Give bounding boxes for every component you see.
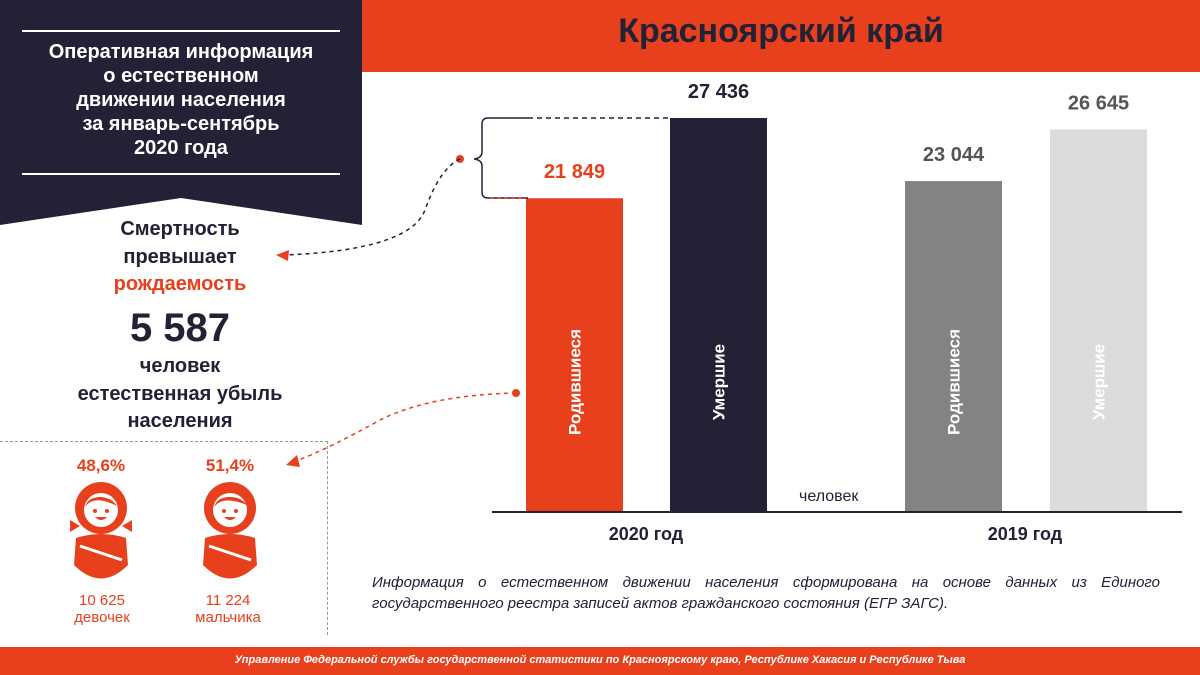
bar-2020-deaths	[670, 118, 767, 512]
bar-value-label: 21 849	[544, 161, 605, 183]
bar-category-label: Родившиеся	[945, 329, 964, 435]
page-title: Красноярский край	[618, 12, 944, 50]
callout-connector-mortality	[284, 158, 461, 256]
baby-boy-icon	[203, 482, 257, 579]
year-label-2020: 2020 год	[608, 524, 684, 544]
bar-value-label: 27 436	[688, 81, 749, 103]
girls-count-label: девочек	[74, 609, 130, 626]
difference-bracket	[473, 117, 528, 199]
mortality-text-highlight: рождаемость	[113, 273, 247, 295]
callout-arrow-mortality	[276, 250, 289, 261]
callout-arrow-babies	[286, 455, 300, 467]
info-panel	[0, 0, 362, 225]
callout-connector-babies	[295, 392, 517, 462]
natural-loss-text: естественная убыль	[77, 383, 283, 405]
bar-2019-deaths	[1050, 129, 1147, 512]
panel-divider-bottom	[22, 173, 340, 175]
footer-text: Управление Федеральной службы государств…	[234, 654, 966, 666]
bar-category-label: Умершие	[710, 344, 729, 420]
panel-title-line: движении населения	[76, 89, 286, 111]
source-note: Информация о естественном движении насел…	[372, 574, 1160, 612]
bar-2020-births	[526, 198, 623, 512]
natural-loss-value: 5 587	[129, 306, 231, 350]
panel-title: Оперативная информация о естественном дв…	[20, 40, 342, 160]
footer-bar	[0, 647, 1200, 675]
girls-count-value: 10 625	[79, 592, 125, 609]
girls-percent: 48,6%	[76, 456, 126, 475]
year-label-2019: 2019 год	[987, 524, 1063, 544]
panel-title-line: 2020 года	[134, 137, 228, 159]
bar-value-label: 26 645	[1068, 92, 1129, 114]
bar-category-label: Умершие	[1090, 344, 1109, 420]
panel-title-line: о естественном	[103, 65, 259, 87]
boys-count: 11 224 мальчика	[168, 592, 288, 626]
header-bar	[362, 0, 1200, 72]
panel-title-line: Оперативная информация	[48, 41, 314, 63]
baby-girl-icon	[70, 482, 132, 579]
natural-loss-text: населения	[127, 410, 233, 432]
bar-category-label: Родившиеся	[566, 329, 585, 435]
bar-value-label: 23 044	[923, 144, 985, 166]
boys-percent: 51,4%	[205, 456, 255, 475]
unit-label: человек	[799, 488, 859, 505]
boys-count-value: 11 224	[205, 592, 251, 609]
natural-loss-text: человек	[139, 355, 221, 377]
mortality-text: превышает	[123, 246, 237, 268]
panel-divider-top	[22, 30, 340, 32]
bar-2019-births	[905, 181, 1002, 512]
boys-count-label: мальчика	[195, 609, 261, 626]
panel-title-line: за январь-сентябрь	[82, 113, 280, 135]
mortality-text: Смертность	[120, 218, 240, 240]
babies-box	[0, 441, 328, 635]
girls-count: 10 625 девочек	[42, 592, 162, 626]
